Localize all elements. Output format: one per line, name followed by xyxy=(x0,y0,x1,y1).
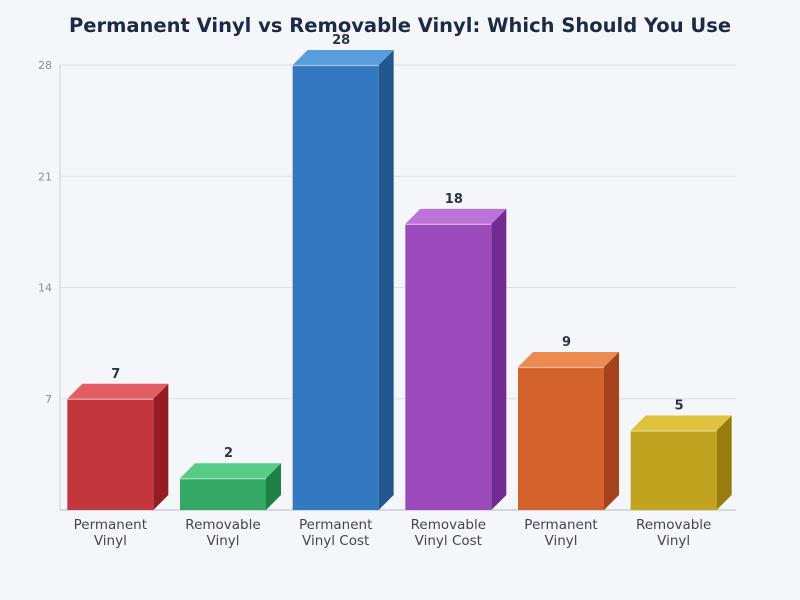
value-label: 2 xyxy=(224,446,233,461)
x-tick-label: Permanent xyxy=(299,517,372,533)
value-label: 28 xyxy=(332,33,350,48)
value-label: 5 xyxy=(675,399,684,414)
y-tick-label: 28 xyxy=(38,59,52,72)
x-tick-label: Vinyl xyxy=(207,533,240,549)
x-tick-label: Removable xyxy=(185,517,260,533)
bar-side xyxy=(491,208,507,510)
x-tick-label: Vinyl Cost xyxy=(302,533,369,549)
x-tick-label: Vinyl xyxy=(94,533,127,549)
bar xyxy=(292,65,379,510)
bar-top xyxy=(180,463,281,479)
x-tick-label: Vinyl Cost xyxy=(415,533,482,549)
bar xyxy=(67,398,154,510)
value-label: 18 xyxy=(445,192,463,207)
x-tick-label: Removable xyxy=(636,517,711,533)
bar-top xyxy=(405,208,507,224)
value-label: 7 xyxy=(111,367,120,382)
bar-side xyxy=(266,463,281,510)
x-tick-label: Permanent xyxy=(74,517,147,533)
bar-side xyxy=(378,50,394,510)
chart-title: Permanent Vinyl vs Removable Vinyl: Whic… xyxy=(68,14,732,37)
x-tick-label: Vinyl xyxy=(545,533,578,549)
y-tick-label: 21 xyxy=(38,170,52,183)
bar xyxy=(630,430,717,510)
bar-top xyxy=(292,50,394,65)
value-label: 9 xyxy=(562,335,571,350)
x-tick-label: Vinyl xyxy=(657,533,690,549)
y-tick-label: 14 xyxy=(38,282,52,295)
bar xyxy=(518,366,604,510)
bar-side xyxy=(153,383,169,510)
bar xyxy=(180,478,266,510)
bar-top xyxy=(518,351,619,367)
bar-side xyxy=(604,351,619,510)
x-tick-label: Removable xyxy=(411,517,486,533)
bar xyxy=(405,223,492,510)
bar-top xyxy=(630,415,732,431)
bar-side xyxy=(716,415,732,510)
bar-top xyxy=(67,383,169,399)
y-tick-label: 7 xyxy=(45,393,52,406)
x-tick-label: Permanent xyxy=(524,517,597,533)
